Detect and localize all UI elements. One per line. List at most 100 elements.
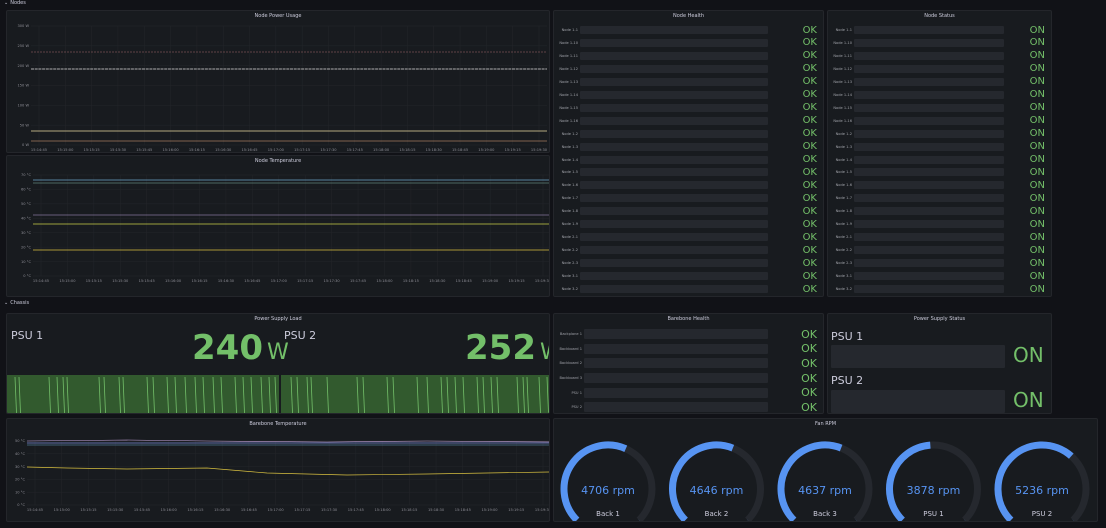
list-item: Backboard 3 OK — [554, 371, 823, 386]
sparkline-spike — [538, 376, 541, 413]
x-tick-label: 15:15:15 — [80, 508, 96, 512]
item-bar — [580, 51, 768, 60]
panel-title: Power Supply Status — [913, 316, 966, 322]
item-value: ON — [1029, 218, 1045, 230]
item-label: Node 3-2 — [561, 287, 578, 291]
item-value: OK — [802, 24, 817, 36]
item-bar — [854, 259, 1004, 268]
item-value: OK — [802, 154, 817, 165]
item-bar — [854, 285, 1004, 293]
x-tick-label: 15:15:30 — [112, 279, 129, 283]
x-tick-label: 15:15:00 — [59, 279, 76, 283]
item-label: Node 1-14 — [559, 92, 578, 97]
item-label: Node 1-6 — [561, 183, 578, 188]
sparkline-spike — [268, 376, 271, 413]
item-label: Node 1-5 — [561, 170, 578, 175]
item-bar — [580, 194, 768, 203]
sparkline-spike — [118, 376, 121, 413]
item-value: OK — [801, 386, 817, 400]
x-tick-label: 15:17:00 — [271, 279, 288, 283]
x-tick-label: 15:18:15 — [401, 508, 417, 512]
sparkline-spike — [386, 376, 389, 413]
x-tick-label: 15:18:45 — [452, 148, 468, 152]
item-bar — [854, 220, 1004, 229]
sparkline-spike — [260, 376, 263, 413]
x-tick-label: 15:16:30 — [214, 508, 231, 512]
list-item: Node 1-16 ON — [828, 115, 1051, 127]
panel-title: Node Temperature — [254, 158, 302, 164]
item-value: OK — [802, 270, 817, 282]
sparkline-spike — [274, 376, 277, 413]
node-status-panel[interactable]: Node Status Node 1-1 ON Node 1-10 ON Node 1-… — [827, 10, 1052, 297]
gauge-fill — [669, 441, 735, 521]
row-header-chassis[interactable]: ⌄ Chassis — [4, 300, 29, 306]
psu1-sparkline-area — [7, 375, 279, 413]
power-supply-status-panel[interactable]: Power Supply Status PSU 1 ON PSU 2 ON — [827, 313, 1052, 414]
sparkline-spike — [362, 376, 365, 413]
power-usage-panel[interactable]: Node Power Usage 300 W 250 W 200 W 150 W 100… — [6, 10, 550, 153]
x-tick-label: 15:18:00 — [373, 148, 390, 152]
psu2-status-label: PSU 2 — [831, 374, 864, 387]
list-item: Backboard 1 OK — [554, 342, 823, 357]
sparkline-spike — [212, 376, 215, 413]
x-tick-label: 15:16:30 — [218, 279, 235, 283]
item-value: ON — [1029, 115, 1045, 127]
x-tick-label: 15:19:30 — [535, 508, 550, 512]
gauge-value: 3878 rpm — [907, 484, 961, 497]
panel-title: Power Supply Load — [254, 316, 302, 322]
sparkline-spike — [152, 376, 155, 413]
sparkline-spike — [98, 376, 101, 413]
list-item: Node 1-5 OK — [554, 166, 823, 178]
item-label: Node 1-12 — [559, 66, 578, 71]
x-tick-label: 15:19:00 — [481, 508, 498, 512]
x-tick-label: 15:14:45 — [31, 148, 47, 152]
item-bar — [854, 38, 1004, 47]
list-item: Node 1-14 ON — [828, 89, 1051, 101]
x-tick-label: 15:16:45 — [241, 148, 257, 152]
item-label: Node 1-1 — [835, 28, 852, 32]
item-label: Node 3-2 — [835, 287, 852, 291]
item-bar — [580, 285, 768, 293]
psu1-status-value: ON — [1013, 343, 1044, 367]
item-bar — [584, 343, 768, 354]
item-label: Node 3-1 — [835, 274, 852, 279]
item-bar — [580, 220, 768, 229]
row-header-nodes[interactable]: ⌄ Nodes — [4, 0, 26, 6]
psu-sparklines — [7, 375, 549, 413]
item-label: Node 1-9 — [835, 222, 852, 227]
node-health-panel[interactable]: Node Health Node 1-1 OK Node 1-10 OK Node 1-… — [553, 10, 824, 297]
y-tick-label: 40 °C — [21, 216, 32, 220]
x-tick-label: 15:17:00 — [268, 508, 285, 512]
item-bar — [580, 155, 768, 164]
gauge-label: Back 2 — [705, 510, 729, 518]
barebone-temperature-panel[interactable]: Barebone Temperature 50 °C 40 °C 30 °C 20 °… — [6, 418, 550, 522]
item-bar — [854, 64, 1004, 73]
gauge-fill — [777, 441, 843, 521]
y-tick-label: 10 °C — [15, 490, 26, 494]
item-bar — [580, 272, 768, 281]
list-item: Node 3-1 ON — [828, 270, 1051, 282]
item-label: Backboard 2 — [559, 361, 582, 366]
item-value: OK — [802, 218, 817, 230]
item-value: ON — [1029, 179, 1045, 191]
item-value: OK — [802, 63, 817, 75]
item-label: Node 2-1 — [561, 235, 578, 240]
x-tick-label: 15:17:30 — [321, 508, 338, 512]
barebone-health-panel[interactable]: Barebone Health Backplane 1 OK Backboard 1… — [553, 313, 824, 414]
x-tick-label: 15:15:00 — [54, 508, 71, 512]
fan-rpm-panel[interactable]: Fan RPM 4706 rpm Back 1 4646 rpm Back 2 4637… — [553, 418, 1098, 522]
psu2-number: 252 — [465, 328, 536, 368]
item-label: Node 1-13 — [833, 79, 852, 84]
item-label: Node 1-4 — [561, 157, 578, 162]
sparkline-spike — [490, 376, 493, 413]
y-tick-label: 70 °C — [21, 173, 32, 177]
series-line — [33, 179, 549, 251]
item-label: Node 1-15 — [833, 105, 852, 110]
sparkline-spike — [446, 376, 449, 413]
x-tick-label: 15:15:30 — [107, 508, 124, 512]
list-item: Node 2-2 OK — [554, 244, 823, 256]
x-tick-label: 15:18:45 — [455, 508, 471, 512]
item-bar — [580, 259, 768, 268]
temperature-panel[interactable]: Node Temperature 70 °C 60 °C 50 °C 40 °C 30 … — [6, 155, 550, 297]
